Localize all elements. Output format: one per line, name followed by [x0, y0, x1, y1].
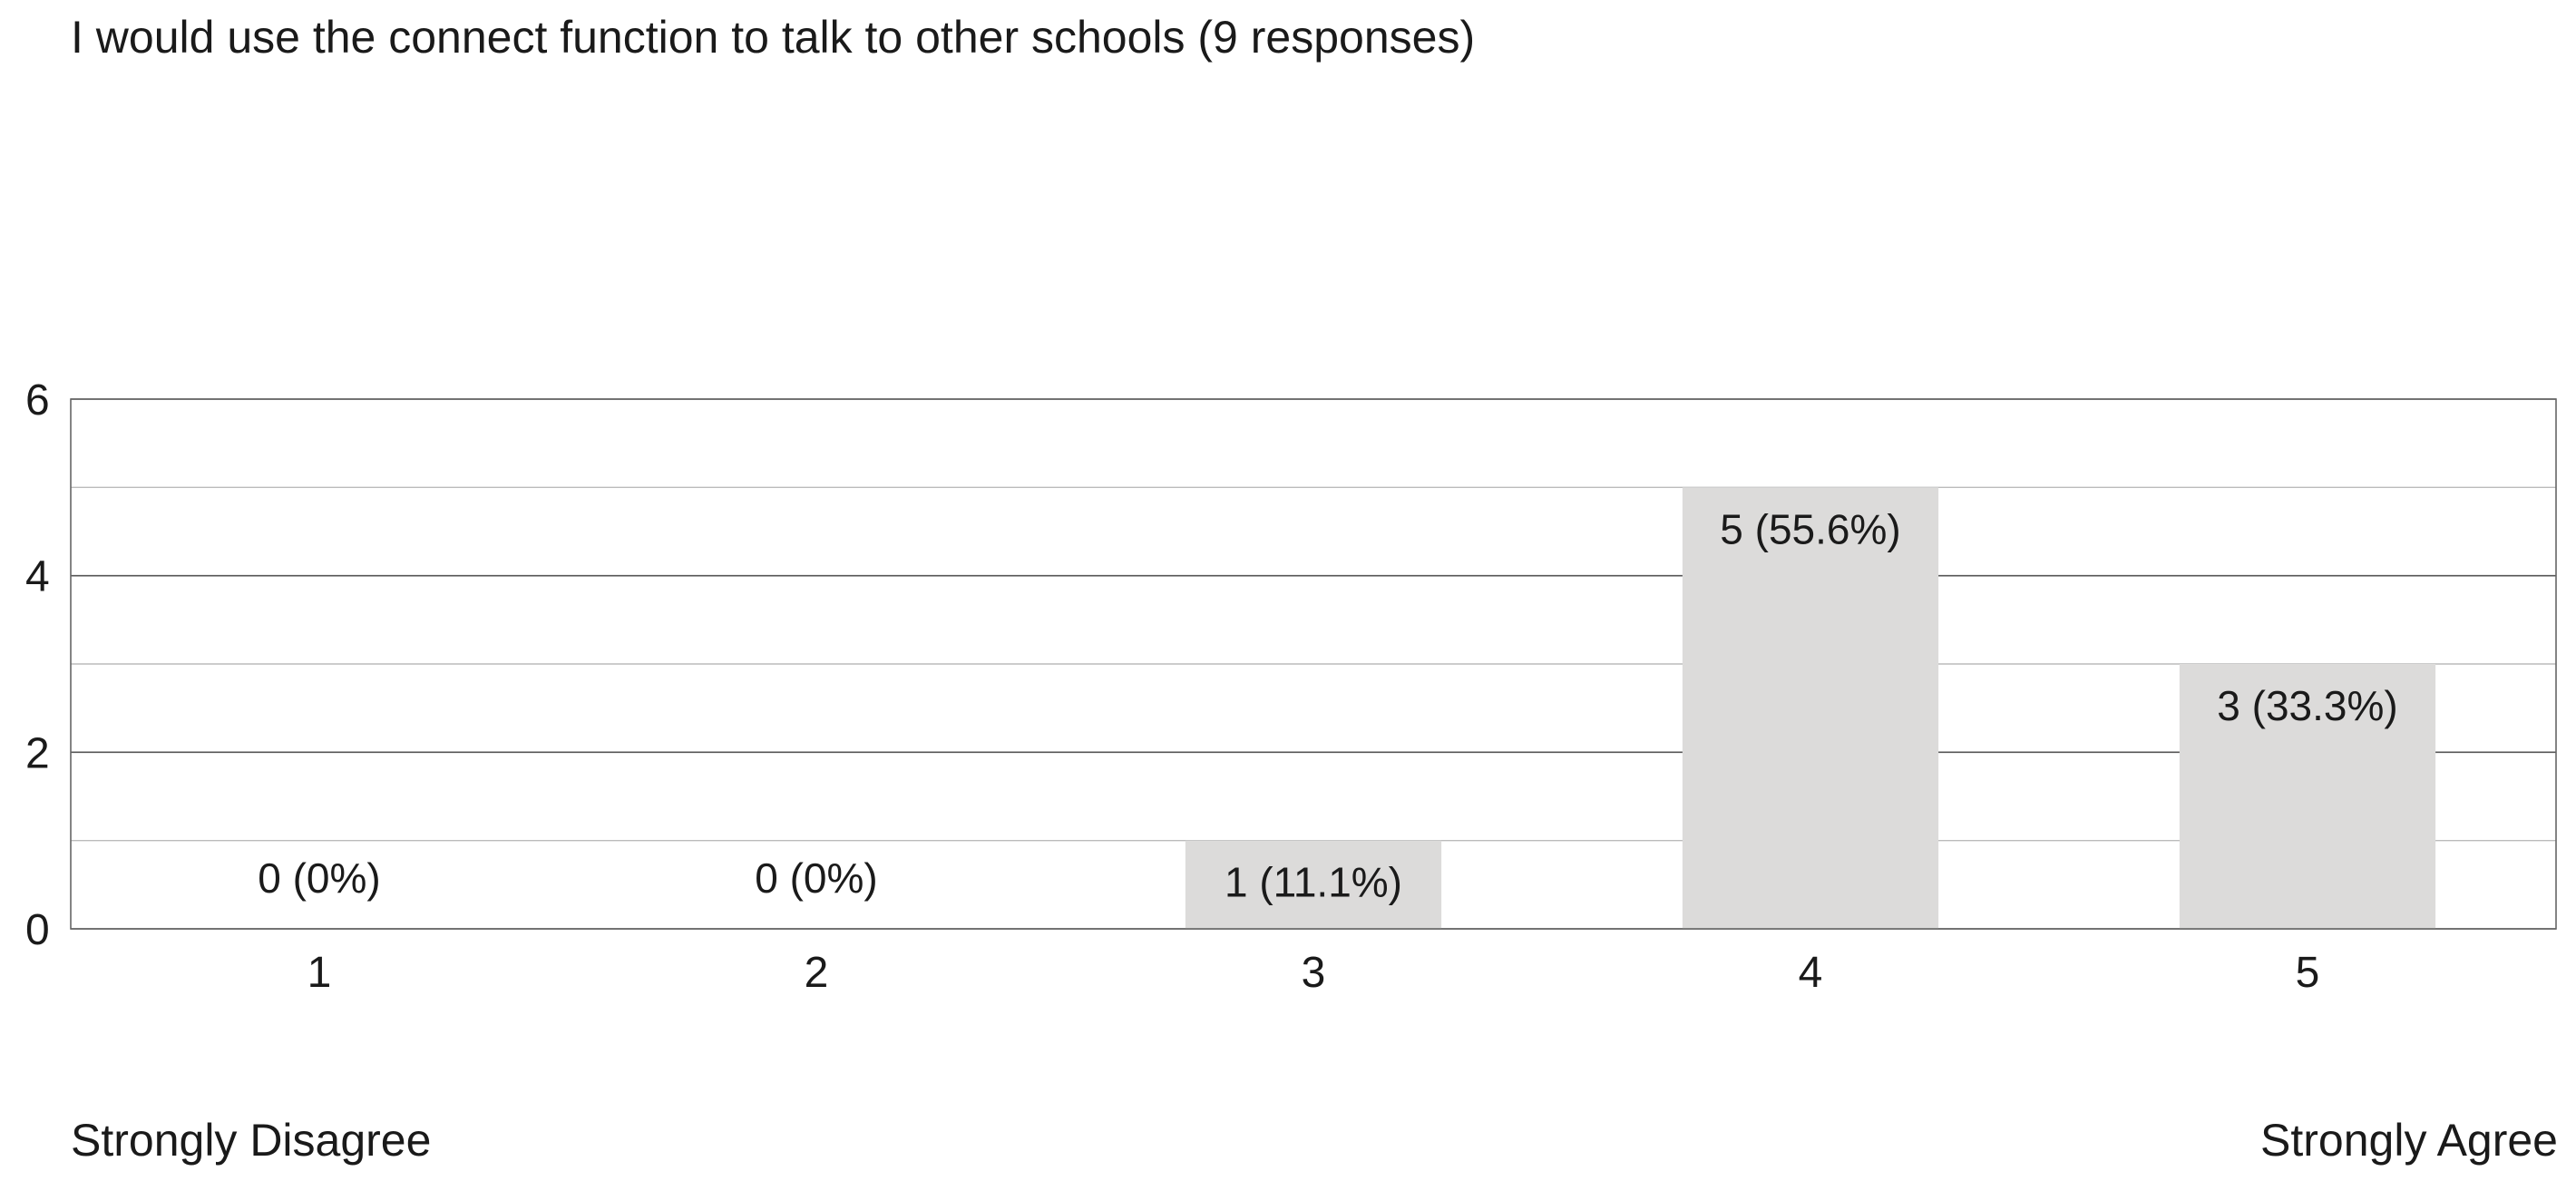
x-tick-label-3: 3	[1302, 949, 1326, 997]
data-label-2: 0 (0%)	[755, 854, 877, 902]
data-label-4: 5 (55.6%)	[1720, 505, 1900, 552]
plot-border	[70, 398, 2557, 930]
bar-5	[2179, 664, 2436, 929]
chart-title: I would use the connect function to talk…	[71, 12, 1476, 63]
data-label-1: 0 (0%)	[258, 854, 380, 902]
x-tick-label-5: 5	[2296, 949, 2320, 997]
x-axis-ticks: 1 2 3 4 5	[307, 949, 2320, 997]
y-tick-label-4: 4	[25, 553, 50, 601]
x-tick-label-4: 4	[1799, 949, 1823, 997]
bar-4	[1682, 487, 1939, 929]
y-tick-label-6: 6	[25, 376, 50, 425]
y-tick-label-2: 2	[25, 729, 50, 777]
data-label-5: 3 (33.3%)	[2217, 682, 2397, 729]
x-tick-label-1: 1	[307, 949, 332, 997]
x-tick-label-2: 2	[805, 949, 829, 997]
y-axis-ticks: 0 2 4 6	[25, 376, 50, 954]
bars	[1185, 487, 2436, 929]
bar-3	[1185, 840, 1442, 929]
scale-low-label: Strongly Disagree	[71, 1115, 432, 1166]
data-labels: 0 (0%) 0 (0%) 1 (11.1%) 5 (55.6%) 3 (33.3%)	[258, 505, 2397, 905]
data-label-3: 1 (11.1%)	[1225, 859, 1402, 906]
y-tick-label-0: 0	[25, 906, 50, 954]
scale-high-label: Strongly Agree	[2260, 1115, 2558, 1166]
plot-frame	[70, 398, 2557, 930]
